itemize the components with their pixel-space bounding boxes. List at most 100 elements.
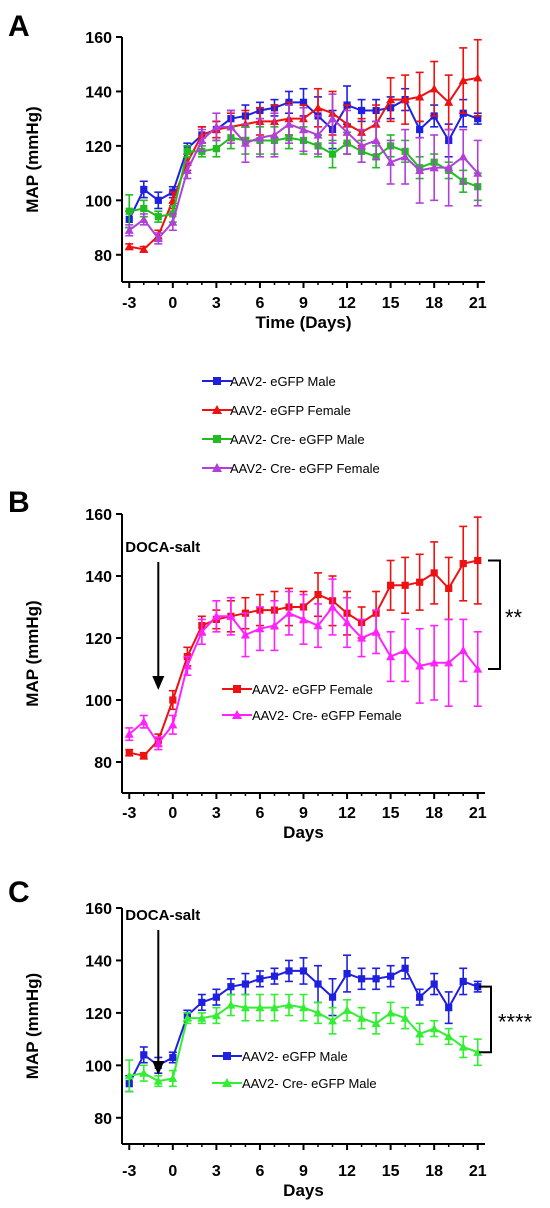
significance-bracket [479, 985, 492, 1054]
x-tick-label: 9 [299, 1163, 308, 1180]
data-point [240, 630, 250, 639]
data-point [256, 975, 264, 983]
data-point [371, 627, 381, 636]
legend-label: AAV2- eGFP Male [230, 374, 336, 389]
legend-label: AAV2- eGFP Male [242, 1049, 348, 1064]
data-point [474, 983, 482, 991]
panel-letter: C [8, 876, 30, 909]
data-point [328, 993, 337, 1001]
data-point [473, 73, 483, 82]
data-point [342, 127, 352, 136]
data-point [197, 627, 207, 636]
data-point [226, 611, 236, 620]
data-point [386, 157, 396, 166]
data-point [313, 621, 323, 630]
data-point [269, 130, 279, 139]
series-line [128, 966, 479, 1085]
panel-c: C 80 100 120 140 160 -3 0 3 6 9 12 15 18 21 Days MAP (mm… [8, 876, 533, 1200]
x-tick-label: 18 [425, 805, 443, 822]
data-point [140, 204, 148, 213]
data-point [474, 556, 482, 565]
data-point [386, 1008, 396, 1017]
significance-bracket [488, 559, 501, 670]
data-point [416, 578, 424, 586]
legend-marker [212, 405, 222, 414]
legend-label: AAV2- Cre- eGFP Male [242, 1076, 377, 1091]
data-point [444, 163, 454, 172]
x-tick-label: 15 [382, 295, 400, 312]
data-point [241, 980, 250, 988]
data-point [124, 729, 134, 738]
data-point [198, 998, 206, 1006]
data-point [400, 645, 410, 654]
data-point [153, 233, 163, 243]
data-point [139, 1068, 149, 1077]
legend-marker [212, 463, 222, 472]
legend: AAV2- eGFP Male AAV2- Cre- eGFP Male [212, 1049, 377, 1091]
series-2 [124, 993, 483, 1093]
x-tick-label: 21 [469, 1163, 487, 1180]
data-point [416, 125, 424, 134]
data-point [212, 993, 220, 1001]
data-point [153, 738, 163, 747]
x-tick-label: -3 [122, 805, 136, 822]
legend-label: AAV2- eGFP Female [230, 403, 351, 418]
data-point [342, 618, 352, 627]
data-point [154, 196, 162, 204]
x-tick-label: 6 [255, 1163, 264, 1180]
data-point [168, 1073, 178, 1083]
x-tick-label: 12 [338, 1163, 356, 1180]
x-tick-label: 0 [168, 1163, 177, 1180]
data-point [445, 584, 453, 592]
data-point [429, 658, 439, 667]
data-point [139, 214, 149, 223]
data-point [182, 165, 192, 174]
data-point [387, 972, 395, 980]
x-tick-label: 6 [255, 295, 264, 312]
data-point [140, 752, 148, 760]
data-point [269, 621, 279, 630]
legend-marker [223, 1052, 231, 1060]
doca-salt-label: DOCA-salt [125, 907, 200, 924]
data-point [139, 244, 149, 253]
data-point [357, 1013, 367, 1022]
series-1 [125, 954, 482, 1093]
data-point [357, 141, 367, 150]
data-point [314, 980, 322, 988]
data-point [458, 1042, 468, 1051]
data-point [240, 138, 250, 147]
data-point [299, 967, 308, 975]
x-tick-label: 15 [382, 805, 400, 822]
data-point [458, 76, 468, 85]
x-tick-label: 0 [168, 805, 177, 822]
y-tick-label: 120 [85, 631, 112, 648]
data-point [400, 152, 410, 161]
data-point [328, 150, 337, 158]
data-point [197, 135, 207, 145]
data-point [211, 1011, 221, 1020]
data-point [299, 1003, 308, 1012]
y-tick-label: 140 [85, 569, 112, 586]
data-point [415, 1029, 425, 1038]
data-point [372, 975, 380, 983]
x-tick-label: 12 [338, 805, 356, 822]
data-point [211, 122, 221, 131]
data-point [342, 1005, 352, 1014]
data-point [285, 967, 293, 975]
data-point [386, 652, 396, 661]
data-point [474, 115, 482, 123]
data-point [226, 122, 236, 131]
data-point [401, 581, 409, 589]
data-point [444, 1031, 454, 1041]
x-axis-title: Time (Days) [255, 313, 351, 332]
data-point [313, 1008, 323, 1017]
legend-marker [213, 377, 221, 385]
x-tick-label: 3 [212, 1163, 221, 1180]
series-2 [124, 578, 483, 751]
data-point [197, 1013, 207, 1022]
data-point [343, 969, 351, 978]
legend-marker [233, 685, 241, 693]
data-point [357, 975, 366, 983]
data-point [154, 213, 162, 221]
data-point [125, 207, 133, 215]
